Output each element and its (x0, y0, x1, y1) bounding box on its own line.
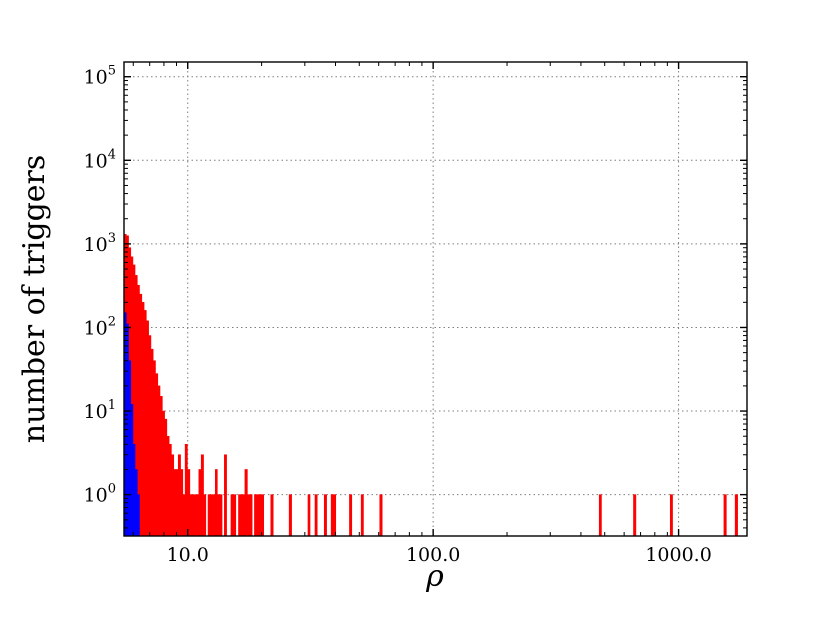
histogram-bar-series-0 (360, 494, 364, 536)
histogram-bar-series-0 (256, 494, 260, 536)
histogram-bar-series-0 (141, 302, 145, 536)
histogram-bar-series-0 (214, 469, 218, 536)
histogram-bar-series-0 (379, 494, 383, 536)
histogram-bar-series-0 (734, 494, 738, 536)
histogram-bar-series-0 (146, 320, 149, 536)
histogram-bar-series-0 (155, 373, 159, 536)
histogram-bar-series-0 (247, 494, 251, 536)
y-tick-base: 10 (84, 234, 108, 256)
y-tick-exponent: 1 (108, 398, 116, 413)
x-axis-title: ρ (425, 559, 444, 594)
histogram-bar-series-0 (152, 360, 156, 536)
y-tick-exponent: 0 (108, 482, 116, 497)
x-tick-labels: 10.0 100.0 1000.0 (167, 544, 712, 566)
histogram-bar-series-0 (175, 469, 179, 536)
histogram-bar-series-0 (598, 494, 602, 536)
histogram-bar-series-0 (349, 494, 353, 536)
axis-ticks (124, 62, 747, 536)
histogram-bar-series-0 (723, 494, 727, 536)
y-tick-base: 10 (84, 401, 108, 423)
histogram-bar-series-0 (307, 494, 311, 536)
histogram-bar-series-0 (288, 494, 292, 536)
histogram-bar-series-0 (177, 454, 181, 536)
x-tick-label: 1000.0 (645, 544, 711, 566)
histogram-bar-series-0 (633, 494, 637, 536)
y-tick-label: 103 (84, 231, 116, 256)
histogram-bar-series-0 (198, 469, 202, 536)
histogram-bar-series-0 (261, 494, 265, 536)
histogram-bar-series-0 (189, 494, 193, 536)
histogram-bar-series-0 (210, 494, 214, 536)
histogram-bar-series-0 (157, 385, 161, 536)
y-tick-exponent: 2 (108, 314, 116, 329)
histogram-bar-series-0 (219, 494, 223, 536)
y-tick-label: 105 (84, 64, 116, 89)
histogram-bar-series-0 (669, 494, 673, 536)
histogram-bar-series-0 (150, 348, 154, 536)
histogram-bar-series-0 (240, 494, 244, 536)
histogram-bar-series-0 (168, 444, 172, 536)
histogram-bar-series-0 (333, 494, 337, 536)
histogram-bar-series-0 (187, 469, 191, 536)
y-tick-base: 10 (84, 317, 108, 339)
histogram-bar-series-0 (171, 454, 175, 536)
histogram-bar-series-0 (191, 494, 195, 536)
histogram-bar-series-0 (193, 494, 198, 536)
y-tick-base: 10 (84, 67, 108, 89)
histogram-bar-series-0 (200, 454, 204, 536)
histogram-bar-series-0 (148, 335, 152, 536)
y-tick-exponent: 5 (108, 64, 116, 79)
y-tick-label: 102 (84, 314, 116, 339)
histogram-bar-series-0 (166, 435, 170, 536)
histogram-bar-series-0 (254, 494, 257, 536)
y-axis-title: number of triggers (17, 155, 52, 444)
histogram-bar-series-0 (182, 494, 186, 536)
histogram-bar-series-0 (314, 494, 318, 536)
histogram-bar-series-0 (230, 494, 235, 536)
x-tick-label: 10.0 (167, 544, 209, 566)
histogram-bar-series-1 (128, 360, 132, 536)
histogram-bar-series-0 (143, 310, 147, 536)
histogram-bar-series-0 (323, 494, 327, 536)
y-tick-label: 100 (84, 482, 116, 507)
histogram-bar-series-0 (212, 494, 216, 536)
histogram-bar-series-0 (203, 494, 207, 536)
histogram-bar-series-0 (180, 469, 184, 536)
histogram-bar-series-0 (162, 410, 165, 536)
histogram-bar-series-0 (258, 494, 262, 536)
x-tick-label: 100.0 (406, 544, 460, 566)
histogram-bar-series-1 (132, 444, 136, 536)
histogram-bar-series-0 (139, 293, 143, 536)
histogram-bar-series-0 (233, 494, 237, 536)
histogram-bars (124, 234, 738, 536)
histogram-bar-series-1 (136, 494, 140, 536)
histogram-bar-series-1 (134, 469, 138, 536)
y-tick-exponent: 3 (108, 231, 116, 246)
histogram-bar-series-0 (207, 494, 211, 536)
y-tick-exponent: 4 (108, 147, 116, 162)
y-tick-label: 104 (84, 147, 116, 172)
histogram-bar-series-0 (244, 469, 248, 536)
y-tick-base: 10 (84, 485, 108, 507)
histogram-bar-series-0 (164, 418, 168, 536)
histogram-bar-series-1 (130, 404, 134, 536)
plot-frame (123, 61, 748, 537)
histogram-bar-series-0 (249, 494, 253, 536)
histogram-bar-series-0 (270, 494, 274, 536)
histogram-bar-series-0 (330, 494, 334, 536)
histogram-bar-series-0 (159, 396, 163, 536)
histogram-bar-series-0 (224, 454, 227, 536)
grid-lines (124, 62, 747, 536)
histogram-bar-series-0 (217, 494, 221, 536)
histogram-bar-series-0 (184, 444, 188, 536)
y-tick-base: 10 (84, 150, 108, 172)
y-tick-label: 101 (84, 398, 116, 423)
histogram-bar-series-0 (173, 469, 177, 536)
